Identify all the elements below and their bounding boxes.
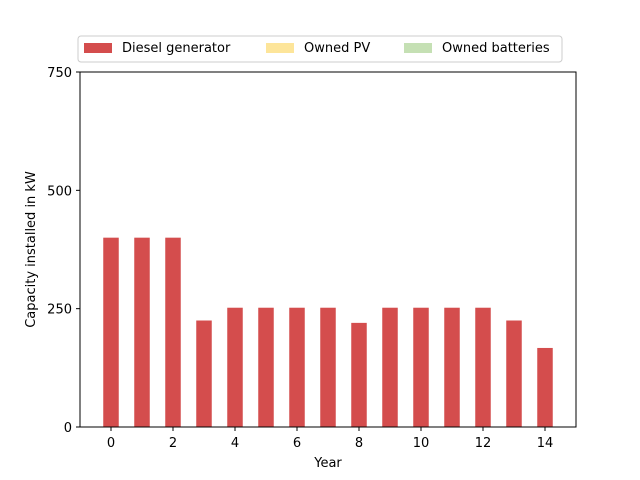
legend-box (77, 35, 563, 63)
x-axis-ticks: 0 2 4 6 8 10 12 14 (107, 427, 553, 451)
x-tick-label: 2 (169, 436, 177, 451)
legend-swatch-owned-pv (266, 43, 294, 53)
plot-frame (79, 71, 577, 428)
bar-diesel-generator-4 (227, 307, 243, 427)
bar-diesel-generator-10 (413, 307, 429, 427)
legend-swatch-diesel-generator (84, 43, 112, 53)
bar-diesel-generator-12 (475, 307, 491, 427)
y-axis-label: Capacity installed in kW (24, 171, 39, 328)
bar-diesel-generator-0 (103, 237, 119, 427)
y-tick-label: 750 (47, 66, 72, 81)
y-tick-label: 0 (64, 421, 72, 436)
bar-diesel-generator-3 (196, 320, 212, 427)
legend-label-diesel-generator: Diesel generator (122, 41, 231, 56)
bar-diesel-generator-8 (351, 322, 367, 427)
y-axis-ticks: 0 250 500 750 (47, 66, 80, 436)
legend-label-owned-batteries: Owned batteries (442, 41, 550, 56)
bar-diesel-generator-2 (165, 237, 181, 427)
bar-diesel-generator-7 (320, 307, 336, 427)
x-tick-label: 6 (293, 436, 301, 451)
bar-diesel-generator-1 (134, 237, 150, 427)
x-tick-label: 0 (107, 436, 115, 451)
legend-label-owned-pv: Owned PV (304, 41, 370, 56)
x-tick-label: 4 (231, 436, 239, 451)
bar-diesel-generator-11 (444, 307, 460, 427)
legend-swatch-owned-batteries (404, 43, 432, 53)
y-tick-label: 500 (47, 184, 72, 199)
bar-diesel-generator-14 (537, 347, 553, 427)
x-axis-label: Year (313, 456, 342, 471)
bar-diesel-generator-9 (382, 307, 398, 427)
bar-group (103, 237, 553, 427)
bar-diesel-generator-6 (289, 307, 305, 427)
bar-diesel-generator-13 (506, 320, 522, 427)
bar-diesel-generator-5 (258, 307, 274, 427)
legend: Diesel generator Owned PV Owned batteries (77, 35, 563, 63)
y-tick-label: 250 (47, 303, 72, 318)
x-tick-label: 12 (475, 436, 492, 451)
x-tick-label: 14 (537, 436, 554, 451)
x-tick-label: 8 (355, 436, 363, 451)
x-tick-label: 10 (413, 436, 430, 451)
